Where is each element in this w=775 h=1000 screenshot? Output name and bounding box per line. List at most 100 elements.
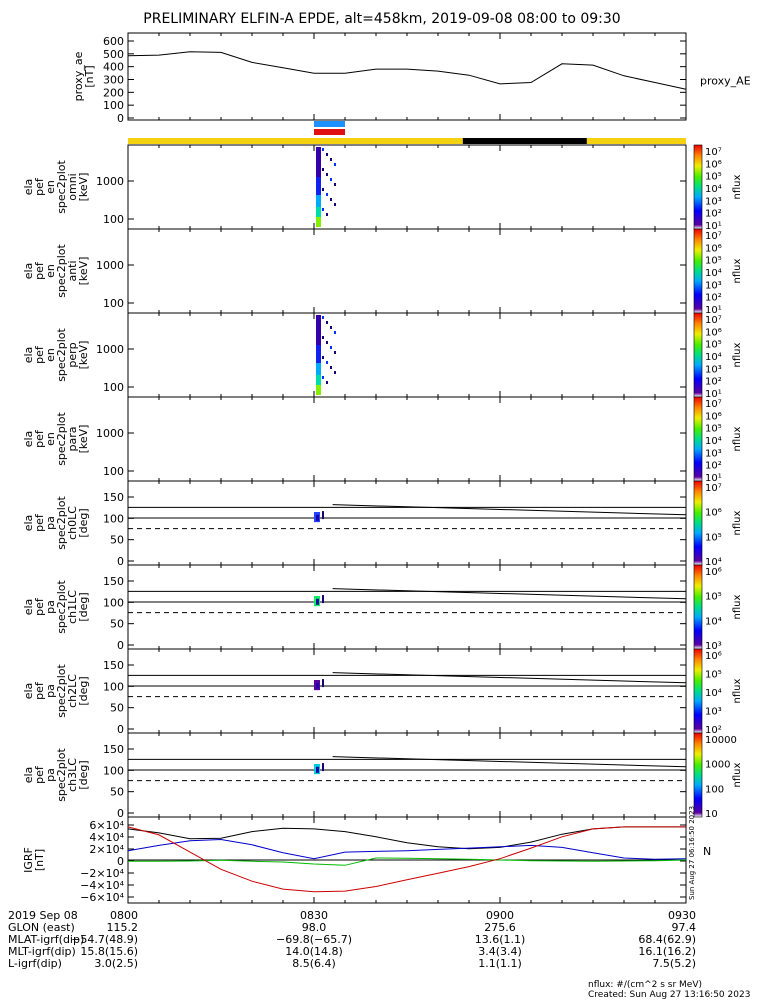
colorbar-tick-label: 10⁶	[705, 159, 722, 170]
spectrogram-pixel	[326, 153, 328, 156]
y-axis-label-line: pef	[33, 681, 46, 700]
panel-frame	[127, 480, 687, 566]
colorbar-tick-label: 10⁶	[705, 508, 722, 519]
side-stamp: Sun Aug 27 06:16:50 2023	[688, 806, 696, 900]
colorbar-tick-label: 10²	[705, 209, 722, 220]
y-axis-label-line: ela	[22, 179, 35, 196]
spectrogram-pixel	[322, 679, 324, 688]
loss-cone-sloped-line	[332, 588, 687, 600]
colorbar-tick-label: 10²	[705, 461, 722, 472]
y-axis-label-line: ch0LC	[66, 506, 79, 540]
y-tick-label: 100	[103, 465, 124, 478]
y-axis-label: elapefpaspec2plotch2LC[deg]	[22, 664, 90, 718]
y-tick-label: 150	[103, 491, 124, 504]
y-axis-label-line: pa	[44, 600, 57, 614]
y-tick-label: 100	[103, 213, 124, 226]
series-line-by	[128, 857, 687, 866]
y-axis-label-line: spec2plot	[55, 160, 68, 214]
y-axis-label-line: para	[66, 427, 79, 452]
spectrogram-pixel	[330, 178, 332, 181]
spectrogram-pixel	[326, 213, 328, 216]
y-axis-label-line: pef	[33, 261, 46, 280]
footer-row-value: 15.8(15.6)	[80, 945, 138, 958]
spectrogram-pixel	[322, 511, 324, 520]
spectrogram-pixel	[316, 195, 321, 207]
spectrogram-pixel	[334, 183, 336, 186]
y-axis-label: elapefpaspec2plotch1LC[deg]	[22, 580, 90, 634]
spectrogram-pixel	[334, 351, 336, 354]
y-axis-label-line: spec2plot	[55, 412, 68, 466]
spectrogram-pixel	[322, 356, 324, 359]
colorbar-tick-label: 10⁵	[705, 172, 722, 183]
y-tick-label: 50	[110, 534, 124, 547]
spectrogram-pixel	[316, 177, 321, 195]
colorbar	[693, 732, 703, 818]
spectrogram-pixel	[316, 682, 319, 689]
spectrogram-pixel	[316, 598, 319, 605]
y-tick-label: 50	[110, 786, 124, 799]
colorbar-tick-label: 10⁵	[705, 340, 722, 351]
y-axis-label-line: en	[44, 348, 57, 362]
spectrogram-pixel	[326, 361, 328, 364]
colorbar-tick-label: 10⁷	[705, 315, 722, 326]
footer-row-value: 98.0	[302, 921, 327, 934]
y-tick-label: 0	[117, 555, 124, 568]
y-axis-label: proxy_ae[nT]	[72, 51, 96, 101]
colorbar-label: nflux	[732, 594, 743, 619]
y-axis-label-line: spec2plot	[55, 664, 68, 718]
panel-right-label: N	[703, 845, 711, 858]
loss-cone-sloped-line	[332, 672, 687, 684]
y-axis-label-line: [keV]	[77, 173, 90, 202]
y-axis-label: IGRF[nT]	[22, 847, 46, 873]
colorbar-tick-label: 10²	[705, 725, 722, 736]
spectrogram-pixel	[330, 366, 332, 369]
colorbar-tick-label: 10²	[705, 293, 722, 304]
spectrogram-pixel	[316, 217, 321, 227]
y-axis-label: elapefenspec2plotanti[keV]	[22, 244, 90, 298]
footer-row-value: 97.4	[672, 921, 697, 934]
spectrogram-pixel	[322, 188, 324, 191]
panel-frame	[127, 732, 687, 818]
panel-ch3: elapefpaspec2plotch3LC[deg] 150 100 50 0 1000…	[22, 732, 743, 820]
y-axis-label-line: en	[44, 180, 57, 194]
series-line-bx	[127, 838, 687, 860]
y-tick-label: 6×10⁴	[89, 819, 124, 832]
colorbar-tick-label: 10⁴	[705, 352, 722, 363]
y-axis-label-line: [keV]	[77, 425, 90, 454]
y-tick-label: 200	[103, 86, 124, 99]
y-tick-label: 1000	[96, 343, 124, 356]
plot-panels: proxy_ae[nT]6005004003002001000proxy_AEe…	[22, 32, 751, 904]
colorbar-tick-label: 10³	[705, 448, 722, 459]
colorbar-label: nflux	[732, 762, 743, 787]
colorbar-tick-label: 10⁵	[705, 532, 722, 543]
colorbar-tick-label: 10³	[705, 707, 722, 718]
series-line-bt	[127, 826, 686, 850]
panel-ch2: elapefpaspec2plotch2LC[deg] 150 100 50 0 10⁶ 1…	[22, 648, 743, 736]
units-note: nflux: #/(cm^2 s sr MeV)	[588, 980, 702, 990]
panel-frame	[127, 396, 687, 482]
colorbar-tick-label: 10¹	[705, 305, 722, 316]
colorbar-tick-label: 10⁷	[705, 399, 722, 410]
spectrogram-pixel	[316, 375, 321, 385]
colorbar-tick-label: 10⁶	[705, 411, 722, 422]
colorbar-label: nflux	[732, 678, 743, 703]
footer-row-label: GLON (east)	[8, 921, 75, 934]
colorbar-tick-label: 10⁶	[705, 567, 722, 578]
panel-right-label: proxy_AE	[700, 75, 751, 88]
spectrogram-pixel	[316, 766, 319, 773]
spectrogram-pixel	[316, 514, 319, 521]
y-axis-label-line: pa	[44, 516, 57, 530]
spectrogram-pixel	[322, 148, 324, 151]
footer-row-value: 3.0(2.5)	[94, 957, 138, 970]
colorbar-tick-label: 10000	[705, 735, 737, 746]
colorbar-tick-label: 10⁶	[705, 651, 722, 662]
y-tick-label: 1000	[96, 259, 124, 272]
spectrogram-pixel	[326, 381, 328, 384]
colorbar-tick-label: 10⁷	[705, 231, 722, 242]
y-axis-label-line: perp	[66, 342, 79, 367]
y-axis-label-line: omni	[66, 173, 79, 200]
colorbar-tick-label: 10⁵	[705, 424, 722, 435]
colorbar	[693, 564, 703, 650]
y-tick-label: 50	[110, 618, 124, 631]
y-axis-label-line: en	[44, 264, 57, 278]
